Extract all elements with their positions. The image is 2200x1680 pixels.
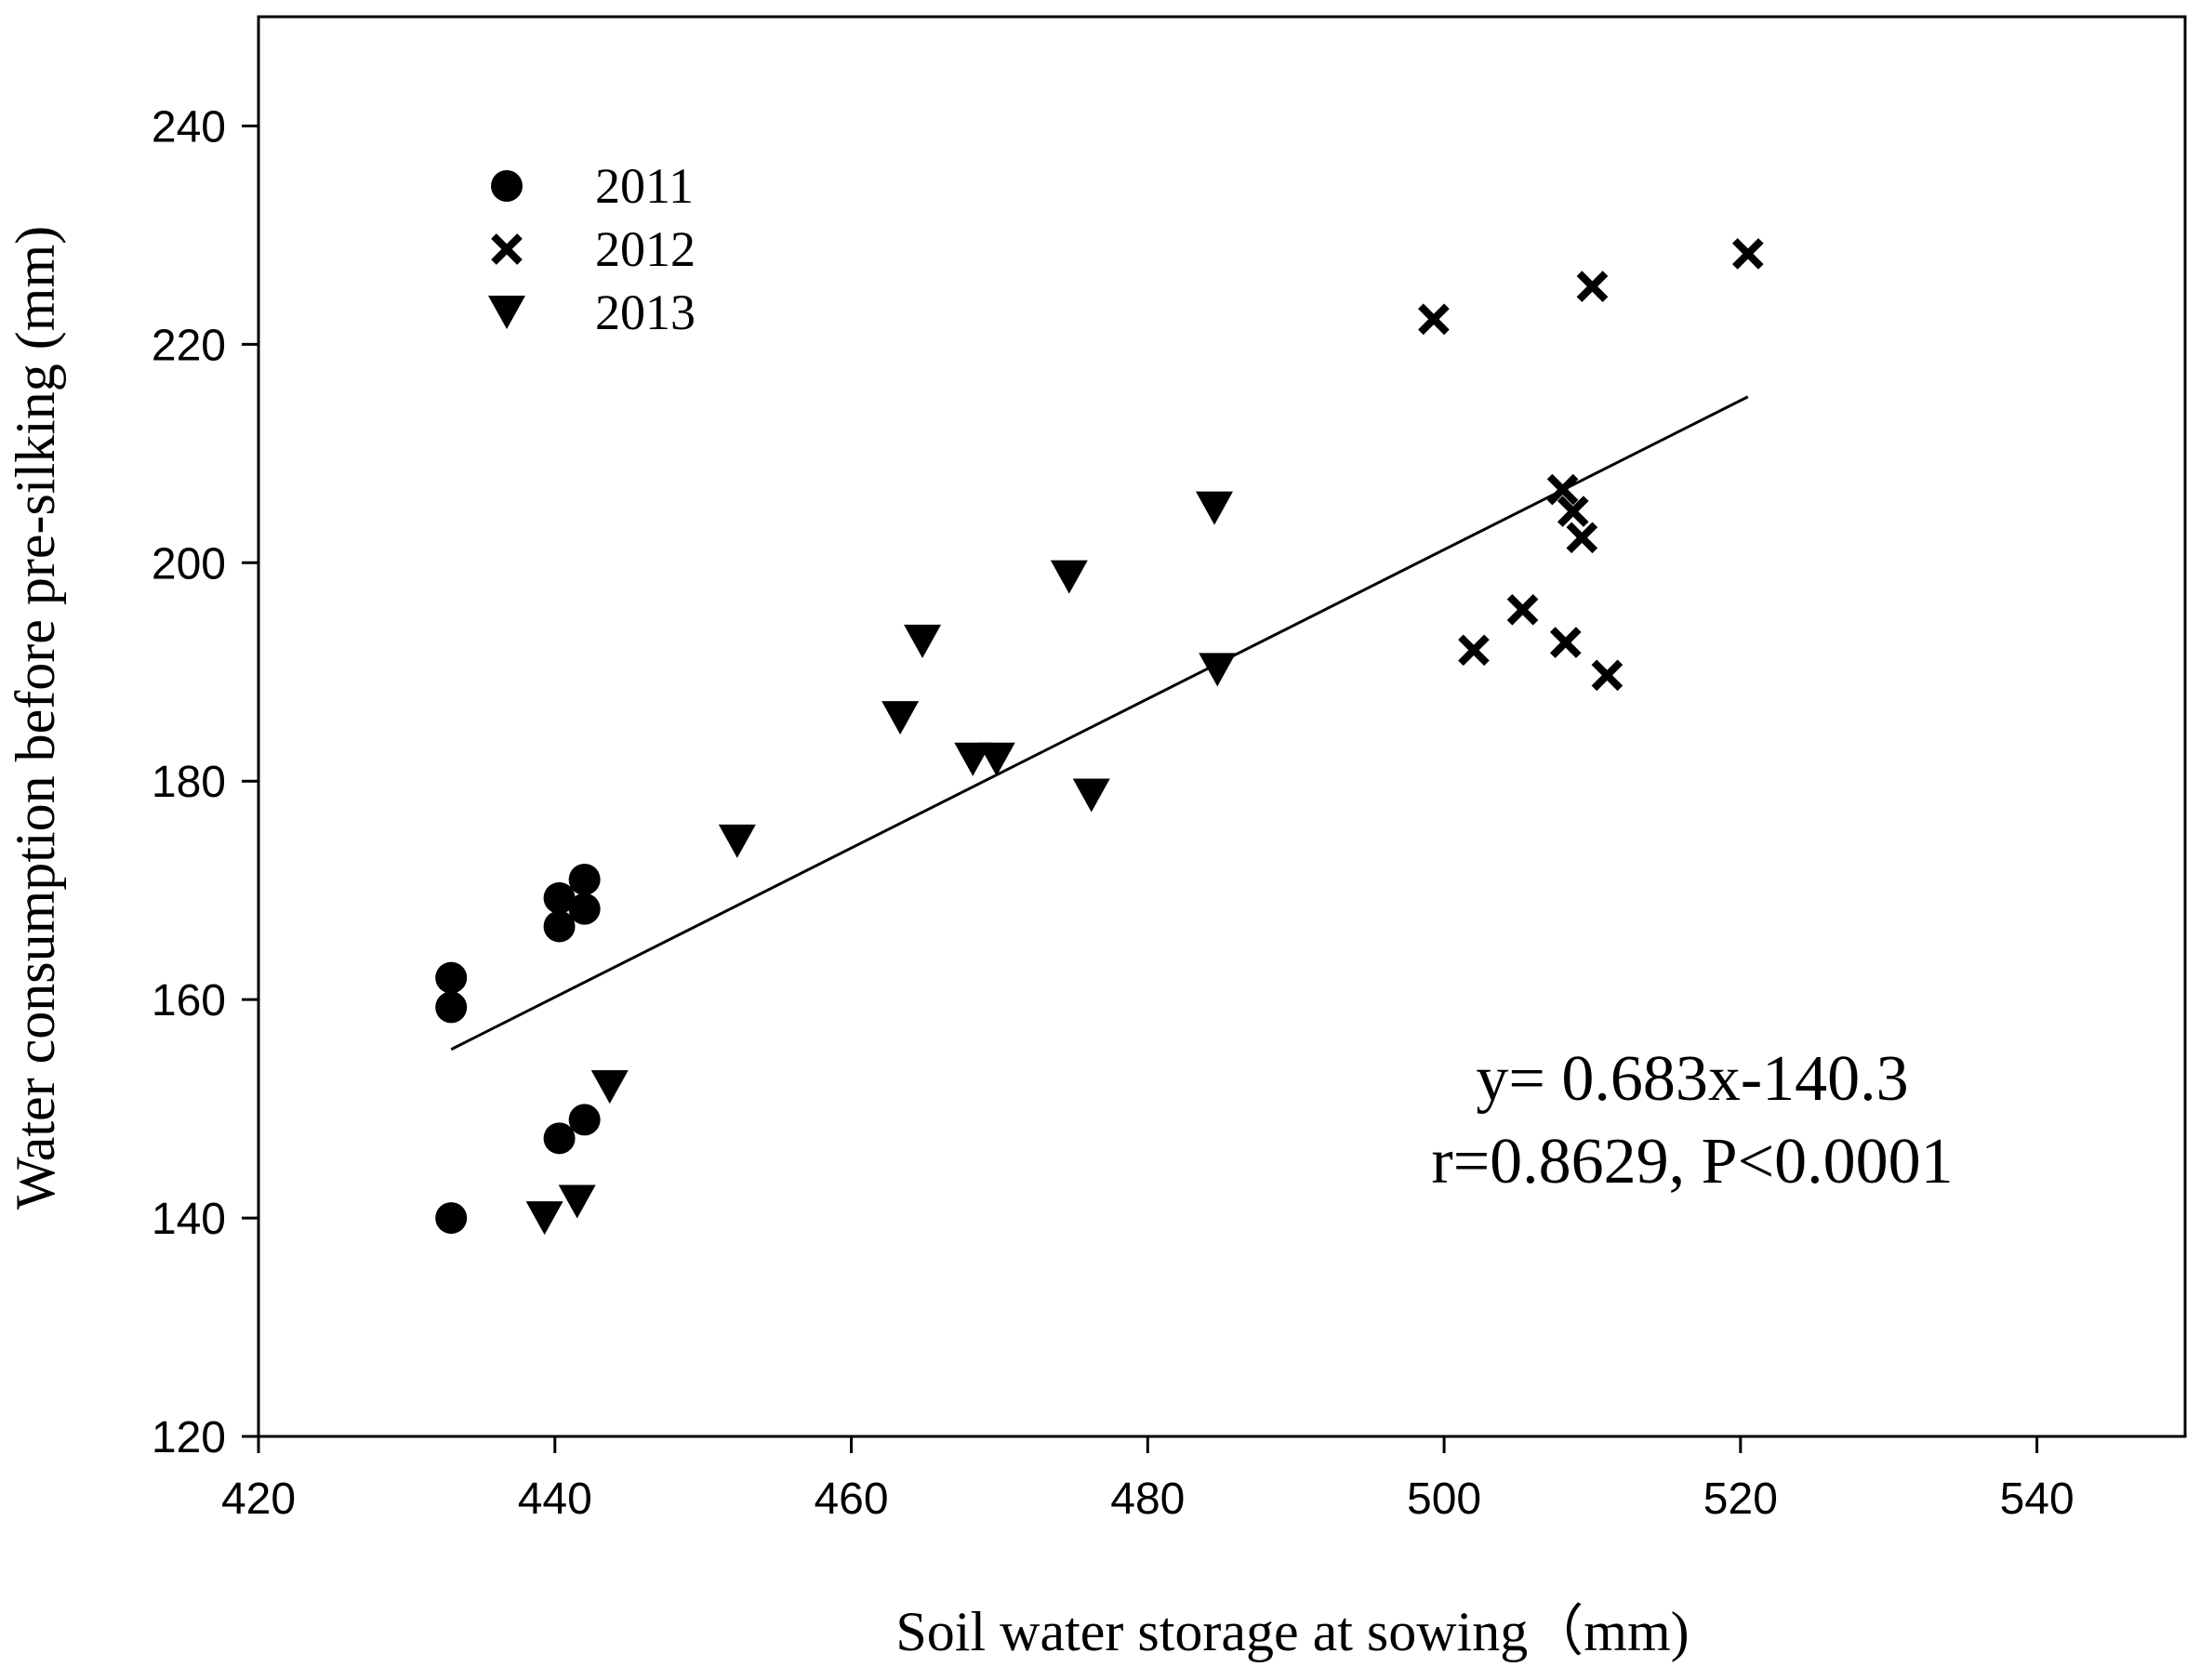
data-point-2013 [590, 1070, 629, 1105]
y-tick-label: 200 [152, 539, 226, 589]
data-point-2013 [1072, 778, 1110, 813]
legend-marker-2012 [491, 233, 523, 265]
regression-statistics: r=0.8629, P<0.0001 [1431, 1126, 1953, 1197]
plot-frame [257, 15, 2187, 1438]
data-point-2012 [1546, 473, 1579, 506]
regression-layer [450, 395, 1749, 1052]
data-point-2011 [435, 1202, 468, 1235]
regression-line [450, 395, 1749, 1052]
x-tick-label: 540 [2000, 1475, 2074, 1524]
x-axis-title: Soil water storage at sowing（mm) [895, 1601, 1689, 1662]
legend-marker-2011 [491, 170, 523, 202]
y-tick-label: 120 [152, 1413, 226, 1462]
data-point-2013 [525, 1201, 563, 1236]
data-point-2013 [881, 701, 920, 735]
y-tick-label: 220 [152, 321, 226, 370]
data-point-2011 [568, 863, 601, 895]
data-point-2012 [1549, 627, 1582, 658]
y-tick-label: 160 [152, 976, 226, 1025]
data-point-2011 [435, 961, 468, 994]
legend: 2011 2012 2013 [488, 158, 696, 340]
regression-equation: y= 0.683x-140.3 [1476, 1043, 1908, 1115]
data-point-2013 [718, 824, 756, 858]
data-point-2013 [977, 742, 1015, 776]
legend-marker-2013 [488, 296, 525, 329]
data-point-2012 [1566, 522, 1598, 554]
y-axis: 120 140 160 180 200 220 240 [152, 102, 258, 1462]
data-point-2013 [954, 742, 992, 776]
series-2012 [1418, 238, 1764, 692]
data-point-2011 [543, 910, 576, 943]
data-point-2013 [904, 624, 942, 658]
data-point-2012 [1506, 593, 1539, 626]
x-axis: 420 440 460 480 500 520 540 [221, 1436, 2074, 1524]
data-point-2011 [543, 881, 576, 914]
data-point-2012 [1418, 303, 1450, 336]
data-point-2011 [568, 1104, 601, 1136]
y-tick-label: 180 [152, 758, 226, 807]
data-point-2012 [1591, 659, 1623, 692]
series-2011 [435, 863, 601, 1235]
data-point-2011 [568, 893, 601, 925]
legend-label: 2013 [595, 284, 696, 340]
data-point-2013 [558, 1184, 596, 1219]
points-layer [435, 238, 1764, 1236]
y-tick-label: 140 [152, 1195, 226, 1244]
data-point-2011 [435, 991, 468, 1024]
data-point-2012 [1458, 634, 1490, 667]
x-tick-label: 480 [1110, 1475, 1185, 1524]
series-2013 [525, 491, 1237, 1236]
x-tick-label: 440 [518, 1475, 592, 1524]
y-axis-title: Water consumption before pre-silking (mm… [5, 226, 66, 1210]
data-point-2012 [1731, 238, 1764, 270]
x-tick-label: 460 [814, 1475, 888, 1524]
legend-label: 2012 [595, 221, 696, 277]
legend-label: 2011 [595, 158, 694, 214]
data-point-2013 [1199, 653, 1237, 687]
data-point-2013 [1050, 560, 1088, 594]
data-point-2012 [1576, 271, 1609, 302]
data-point-2012 [1557, 496, 1589, 527]
x-tick-label: 500 [1407, 1475, 1481, 1524]
data-point-2011 [543, 1122, 576, 1155]
data-point-2013 [1196, 491, 1234, 525]
x-tick-label: 420 [221, 1475, 296, 1524]
plot-border [257, 15, 2187, 1438]
y-tick-label: 240 [152, 102, 226, 152]
x-tick-label: 520 [1703, 1475, 1778, 1524]
